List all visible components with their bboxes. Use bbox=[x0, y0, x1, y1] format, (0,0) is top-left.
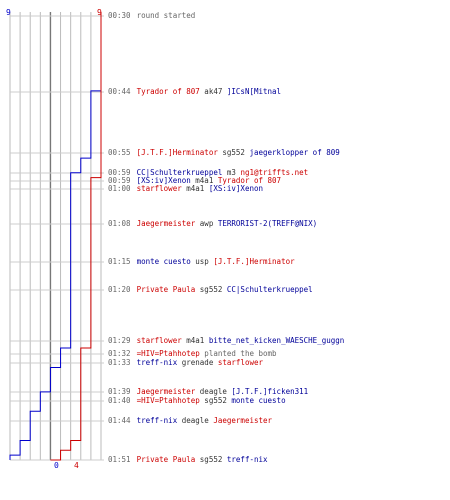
event-time: 01:32 bbox=[108, 349, 131, 358]
event-row: 00:30 round started bbox=[108, 11, 195, 20]
event-time: 00:30 bbox=[108, 11, 131, 20]
event-row: 00:44 Tyrador of 807 ak47 ]ICsN[Mitnal bbox=[108, 87, 281, 96]
top-count-label: 9 bbox=[97, 8, 102, 17]
event-text: planted the bomb bbox=[199, 349, 277, 358]
event-time: 01:20 bbox=[108, 285, 131, 294]
event-row: 00:59 CC|Schulterkrueppel m3 ng1@triffts.… bbox=[108, 168, 308, 177]
event-time: 01:00 bbox=[108, 184, 131, 193]
event-text: Private Paula bbox=[136, 455, 196, 464]
event-text: [XS:iv]Xenon bbox=[208, 184, 264, 193]
event-time: 00:59 bbox=[108, 176, 131, 185]
event-text: [XS:iv]Xenon bbox=[136, 176, 191, 185]
bottom-count-label: 0 bbox=[54, 461, 59, 470]
event-text: Jaegermeister bbox=[213, 416, 273, 425]
event-text: =HIV=Ptahhotep bbox=[136, 349, 200, 358]
event-row: 01:15 monte cuesto usp [J.T.F.]Herminator bbox=[108, 257, 295, 266]
event-row: 00:55 [J.T.F.]Herminator sg552 jaegerklop… bbox=[108, 148, 340, 157]
event-text: [J.T.F.]Herminator bbox=[213, 257, 295, 266]
series-line-1 bbox=[50, 12, 102, 461]
event-row: 00:59 [XS:iv]Xenon m4a1 Tyrador of 807 bbox=[108, 176, 281, 185]
event-text: starflower bbox=[136, 184, 182, 193]
event-time: 00:59 bbox=[108, 168, 131, 177]
series-line-0 bbox=[9, 12, 102, 460]
event-text: usp bbox=[190, 257, 214, 266]
event-text: CC|Schulterkrueppel bbox=[136, 168, 223, 177]
event-row: 01:33 treff-nix grenade starflower bbox=[108, 358, 263, 367]
event-text: ng1@triffts.net bbox=[240, 168, 309, 177]
event-text: m4a1 bbox=[181, 184, 209, 193]
event-text: sg552 bbox=[217, 148, 250, 157]
event-text: m4a1 bbox=[190, 176, 218, 185]
event-text: Jaegermeister bbox=[136, 387, 196, 396]
event-text: monte cuesto bbox=[136, 257, 191, 266]
event-time: 01:44 bbox=[108, 416, 131, 425]
event-text: starflower bbox=[136, 336, 182, 345]
event-time: 01:29 bbox=[108, 336, 131, 345]
event-text: ]ICsN[Mitnal bbox=[226, 87, 282, 96]
event-row: 01:39 Jaegermeister deagle [J.T.F.]ficken… bbox=[108, 387, 308, 396]
event-text: Tyrador of 807 bbox=[217, 176, 282, 185]
event-row: 01:51 Private Paula sg552 treff-nix bbox=[108, 455, 268, 464]
event-text: sg552 bbox=[195, 455, 227, 464]
top-count-label: 9 bbox=[6, 8, 11, 17]
event-time: 00:44 bbox=[108, 87, 131, 96]
event-text: deagle bbox=[177, 416, 214, 425]
event-text: CC|Schulterkrueppel bbox=[226, 285, 313, 294]
event-time: 01:33 bbox=[108, 358, 131, 367]
event-text: m3 bbox=[222, 168, 241, 177]
event-time: 01:39 bbox=[108, 387, 131, 396]
event-text: treff-nix bbox=[136, 416, 178, 425]
event-text: Jaegermeister bbox=[136, 219, 196, 228]
event-text: treff-nix bbox=[226, 455, 268, 464]
event-text: m4a1 bbox=[181, 336, 209, 345]
event-row: 01:32 =HIV=Ptahhotep planted the bomb bbox=[108, 349, 277, 358]
event-text: bitte_net_kicken_WAESCHE_guggn bbox=[208, 336, 345, 345]
event-text: starflower bbox=[217, 358, 264, 367]
event-text: =HIV=Ptahhotep bbox=[136, 396, 200, 405]
event-row: 01:08 Jaegermeister awp TERRORIST-2(TREFF… bbox=[108, 219, 317, 228]
event-row: 01:20 Private Paula sg552 CC|Schulterkrue… bbox=[108, 285, 313, 294]
event-row: 01:40 =HIV=Ptahhotep sg552 monte cuesto bbox=[108, 396, 286, 405]
event-text: [J.T.F.]ficken311 bbox=[231, 387, 309, 396]
event-time: 01:15 bbox=[108, 257, 131, 266]
event-row: 01:44 treff-nix deagle Jaegermeister bbox=[108, 416, 272, 425]
event-text: grenade bbox=[177, 358, 218, 367]
event-text: awp bbox=[195, 219, 218, 228]
event-time: 00:55 bbox=[108, 148, 131, 157]
event-row: 01:29 starflower m4a1 bitte_net_kicken_WA… bbox=[108, 336, 344, 345]
event-text: deagle bbox=[195, 387, 232, 396]
event-text: Tyrador of 807 bbox=[136, 87, 200, 96]
bottom-count-label: 4 bbox=[74, 461, 79, 470]
event-text: jaegerklopper of 809 bbox=[249, 148, 340, 157]
event-text: ak47 bbox=[199, 87, 227, 96]
event-text: sg552 bbox=[199, 396, 232, 405]
event-text: TERRORIST-2(TREFF@NIX) bbox=[217, 219, 318, 228]
event-row: 01:00 starflower m4a1 [XS:iv]Xenon bbox=[108, 184, 263, 193]
event-time: 01:51 bbox=[108, 455, 131, 464]
event-text: sg552 bbox=[195, 285, 227, 294]
event-time: 01:40 bbox=[108, 396, 131, 405]
event-text: treff-nix bbox=[136, 358, 178, 367]
event-text: monte cuesto bbox=[231, 396, 286, 405]
event-time: 01:08 bbox=[108, 219, 131, 228]
event-text: [J.T.F.]Herminator bbox=[136, 148, 218, 157]
event-text: round started bbox=[136, 11, 196, 20]
event-text: Private Paula bbox=[136, 285, 196, 294]
